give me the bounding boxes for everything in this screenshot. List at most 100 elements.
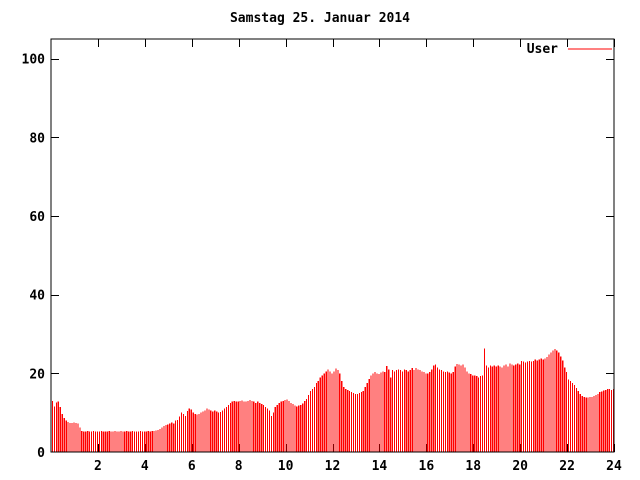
- bar-user: [204, 410, 206, 452]
- bar-user: [384, 372, 386, 452]
- bar-user: [143, 431, 145, 452]
- bar-user: [456, 363, 458, 452]
- bar-user: [397, 369, 400, 452]
- bar-user: [116, 431, 118, 452]
- bar-user: [89, 431, 91, 452]
- bar-user: [141, 431, 143, 452]
- bar-user: [399, 370, 402, 452]
- bar-user: [206, 408, 208, 452]
- bar-user: [300, 404, 302, 452]
- bar-user: [311, 389, 314, 452]
- bar-user: [315, 383, 317, 452]
- bar-user: [190, 409, 192, 452]
- bar-user: [307, 394, 310, 452]
- bar-user: [558, 352, 560, 452]
- bar-user: [223, 408, 226, 452]
- bar-user: [423, 372, 425, 452]
- tick-label: 6: [188, 459, 196, 474]
- tick-label: 10: [278, 459, 294, 474]
- bar-user: [128, 431, 130, 452]
- bar-user: [61, 414, 63, 452]
- bar-user: [466, 371, 468, 452]
- bar-user: [524, 362, 527, 452]
- bar-user: [153, 430, 155, 452]
- bar-user: [124, 431, 126, 452]
- bar-user: [218, 412, 220, 452]
- bar-user: [94, 431, 97, 452]
- bar-user: [325, 371, 327, 452]
- bar-user: [454, 366, 456, 452]
- bar-user: [292, 404, 294, 452]
- bar-user: [382, 371, 384, 452]
- bar-user: [493, 365, 495, 452]
- bar-user: [601, 391, 603, 452]
- bar-user: [323, 373, 325, 452]
- bar-user: [554, 348, 556, 452]
- bar-user: [591, 396, 593, 452]
- bar-user: [538, 359, 540, 452]
- bar-user: [478, 377, 480, 452]
- tick-label: 0: [37, 446, 45, 461]
- bar-user: [440, 370, 443, 452]
- bar-user: [135, 431, 138, 452]
- bar-user: [501, 367, 503, 452]
- tick-label: 60: [29, 210, 45, 225]
- bar-user: [221, 410, 224, 452]
- bar-user: [605, 389, 607, 452]
- bar-user: [528, 360, 531, 452]
- bar-user: [276, 404, 278, 452]
- bar-user: [145, 431, 147, 452]
- bar-user: [227, 404, 230, 452]
- bar-user: [511, 364, 513, 452]
- bar-user: [65, 420, 67, 452]
- bar-user: [55, 402, 57, 452]
- bar-user: [198, 413, 200, 452]
- chart-title: Samstag 25. Januar 2014: [230, 11, 410, 26]
- bar-user: [196, 414, 198, 452]
- bar-user: [436, 367, 439, 452]
- bar-user: [102, 431, 104, 452]
- bar-user: [212, 411, 214, 452]
- bar-user: [366, 383, 368, 452]
- bar-user: [483, 348, 486, 452]
- bar-user: [413, 370, 415, 452]
- bar-user: [458, 364, 460, 452]
- bar-user: [499, 366, 501, 452]
- bar-user: [280, 401, 282, 452]
- bar-user: [487, 367, 490, 452]
- bar-user: [83, 431, 85, 452]
- bar-user: [306, 398, 308, 452]
- bar-user: [180, 412, 183, 452]
- bar-user: [67, 422, 69, 452]
- bar-user: [108, 431, 110, 452]
- bar-user: [309, 391, 312, 452]
- bar-user: [507, 366, 509, 452]
- bar-user: [263, 404, 265, 452]
- bar-user: [163, 426, 165, 452]
- bar-user: [544, 358, 546, 452]
- bar-user: [564, 367, 566, 452]
- bar-user: [339, 373, 341, 452]
- bar-user: [178, 416, 181, 452]
- bar-user: [462, 364, 464, 452]
- bar-user: [495, 366, 497, 452]
- bar-user: [571, 383, 574, 452]
- bar-user: [171, 422, 173, 452]
- bar-user: [534, 359, 536, 452]
- bar-user: [282, 400, 284, 452]
- bar-user: [401, 371, 403, 452]
- bar-user: [288, 400, 290, 452]
- bar-user: [497, 365, 499, 452]
- bar-user: [405, 370, 407, 452]
- bar-user: [378, 374, 380, 452]
- bar-user: [390, 377, 392, 452]
- bar-user: [51, 400, 54, 452]
- tick-label: 20: [512, 459, 528, 474]
- bar-user: [337, 370, 339, 452]
- bar-user: [313, 387, 316, 452]
- bar-user: [81, 430, 83, 452]
- bar-user: [388, 369, 390, 452]
- bar-user: [157, 429, 159, 452]
- bar-user: [96, 431, 99, 452]
